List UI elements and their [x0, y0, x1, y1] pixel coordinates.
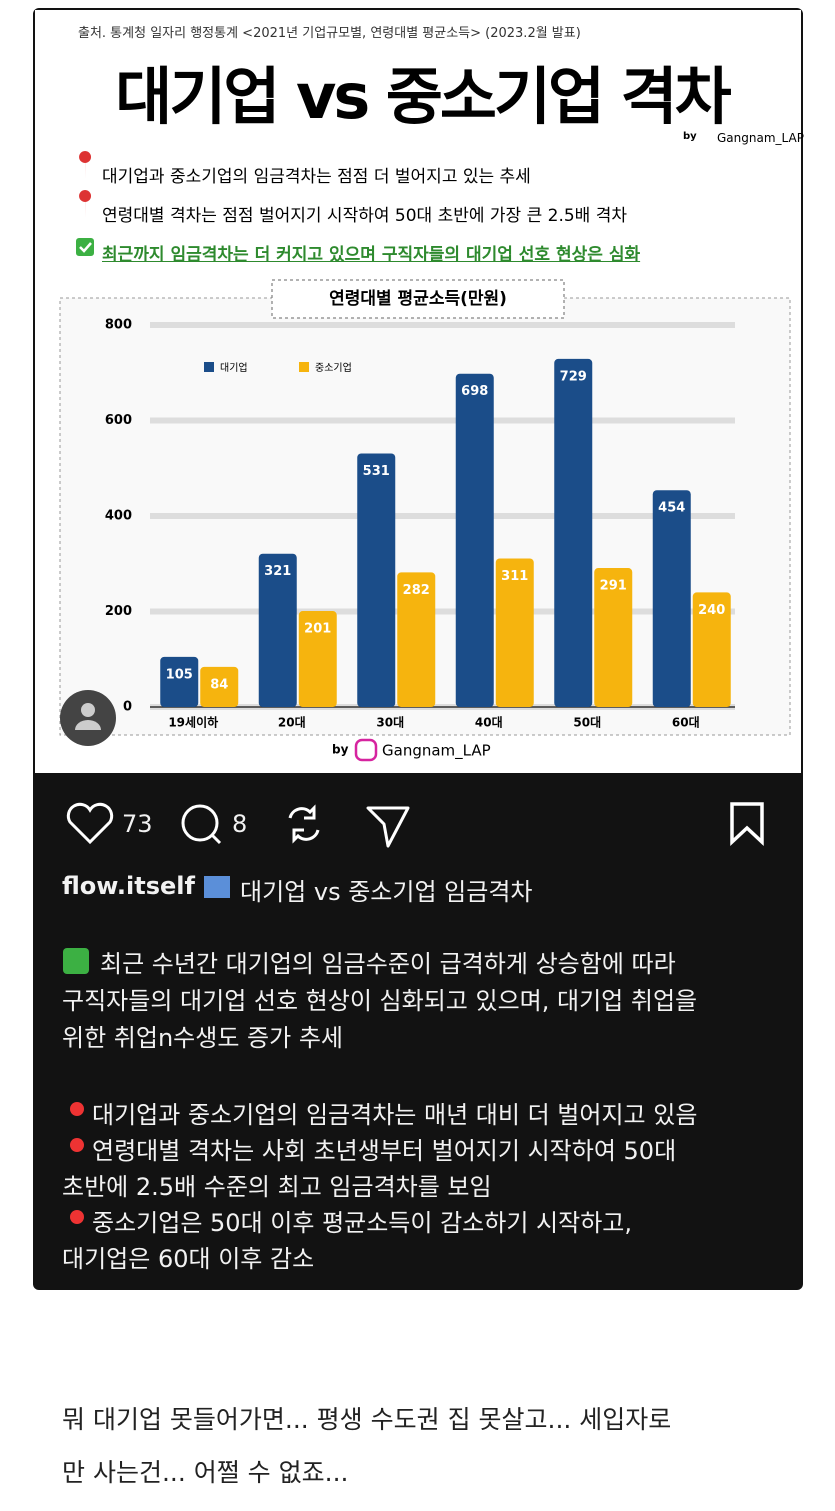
- pin-icon: [79, 151, 92, 179]
- x-tick-label: 50대: [573, 716, 601, 730]
- footer-credit: Gangnam_LAP: [382, 742, 491, 761]
- bullet: 최근까지 임금격차는 더 커지고 있으며 구직자들의 대기업 선호 현상은 심화: [102, 245, 641, 265]
- y-tick-label: 200: [105, 604, 132, 619]
- caption-line: 대기업과 중소기업의 임금격차는 매년 대비 더 벌어지고 있음: [92, 1101, 698, 1129]
- x-tick-label: 60대: [672, 716, 700, 730]
- legend-swatch: [299, 362, 309, 372]
- x-tick-label: 40대: [475, 716, 503, 730]
- x-tick-label: 30대: [376, 716, 404, 730]
- value-label: 84: [210, 677, 228, 692]
- pin-icon: [70, 1102, 84, 1116]
- chart-title-box: [271, 279, 565, 319]
- caption-line: 중소기업은 50대 이후 평균소득이 감소하기 시작하고,: [92, 1209, 632, 1237]
- credit: Gangnam_LAP: [717, 131, 804, 145]
- legend-label: 대기업: [220, 361, 248, 374]
- value-label: 454: [658, 501, 685, 516]
- check-mark: [79, 242, 92, 253]
- x-tick-label: 19세이하: [168, 715, 218, 730]
- comment-line: 만 사는건... 어쩔 수 없죠...: [62, 1458, 349, 1487]
- share-button[interactable]: [366, 806, 410, 848]
- value-label: 105: [166, 667, 193, 682]
- bar: [258, 553, 297, 707]
- bullet: 대기업과 중소기업의 임금격차는 점점 더 벌어지고 있는 추세: [102, 167, 531, 187]
- value-label: 321: [264, 564, 291, 579]
- repost-button[interactable]: [288, 804, 320, 844]
- comment-tail: [210, 833, 222, 845]
- avatar-body: [75, 720, 101, 730]
- value-label: 291: [600, 579, 627, 594]
- username: flow.itself: [62, 872, 195, 900]
- legend-swatch: [204, 362, 214, 372]
- caption-line: 초반에 2.5배 수준의 최고 임금격차를 보임: [62, 1173, 492, 1201]
- building-icon: [204, 876, 230, 898]
- y-tick-label: 600: [105, 413, 132, 428]
- like-count: 73: [122, 810, 153, 838]
- comment-button[interactable]: [181, 804, 219, 842]
- value-label: 531: [363, 464, 390, 479]
- caption-line: 구직자들의 대기업 선호 현상이 심화되고 있으며, 대기업 취업을: [62, 987, 698, 1015]
- value-label: 240: [698, 603, 725, 618]
- x-tick-label: 20대: [278, 716, 306, 730]
- check-icon: [63, 948, 89, 974]
- caption-line: 대기업은 60대 이후 감소: [62, 1245, 315, 1273]
- check-icon: [76, 238, 94, 256]
- bar: [692, 592, 731, 707]
- value-label: 729: [560, 369, 587, 384]
- caption-line: 연령대별 격차는 사회 초년생부터 벌어지기 시작하여 50대: [92, 1137, 677, 1165]
- bookmark-button[interactable]: [730, 802, 764, 847]
- bar: [397, 572, 436, 707]
- bar: [594, 568, 633, 707]
- value-label: 698: [461, 384, 488, 399]
- by: by: [683, 131, 697, 142]
- comment-line: 뭐 대기업 못들어가면... 평생 수도권 집 못살고... 세입자로: [62, 1405, 672, 1434]
- bar: [298, 611, 337, 707]
- pin-icon: [70, 1138, 84, 1152]
- pin-icon: [79, 190, 92, 218]
- bar: [495, 558, 534, 707]
- legend-label: 중소기업: [315, 361, 352, 374]
- value-label: 282: [403, 583, 430, 598]
- action-bar: [66, 802, 764, 848]
- y-tick-label: 800: [105, 318, 132, 333]
- caption-line: 위한 취업n수생도 증가 추세: [62, 1024, 343, 1052]
- bullet: 연령대별 격차는 점점 벌어지기 시작하여 50대 초반에 가장 큰 2.5배 …: [102, 206, 627, 226]
- value-label: 311: [501, 569, 528, 584]
- headline: 대기업 vs 중소기업 격차: [115, 60, 731, 133]
- instagram-icon: [354, 738, 378, 762]
- bar: [160, 656, 199, 707]
- value-label: 201: [304, 622, 331, 637]
- avatar-head: [81, 703, 95, 717]
- comment-count: 8: [232, 810, 248, 838]
- bar: [455, 373, 494, 707]
- source: 출처. 통계청 일자리 행정통계 <2021년 기업규모별, 연령대별 평균소득…: [78, 26, 581, 41]
- footer-by: by: [332, 743, 349, 757]
- caption-title: 대기업 vs 중소기업 임금격차: [240, 878, 533, 906]
- bar: [357, 453, 396, 707]
- bar: [200, 666, 239, 707]
- caption-line: 최근 수년간 대기업의 임금수준이 급격하게 상승함에 따라: [100, 950, 676, 978]
- pin-icon: [70, 1210, 84, 1224]
- y-tick-label: 400: [105, 509, 132, 524]
- chart: 연령대별 평균소득(만원) by Gangnam_LAP 0 200 400 600 8…: [59, 151, 791, 762]
- chart-title: 연령대별 평균소득(만원): [329, 288, 507, 309]
- avatar: [60, 690, 116, 746]
- bar: [554, 358, 593, 707]
- bar: [652, 490, 691, 707]
- like-button[interactable]: [66, 802, 114, 845]
- y-tick-label: 0: [123, 700, 132, 715]
